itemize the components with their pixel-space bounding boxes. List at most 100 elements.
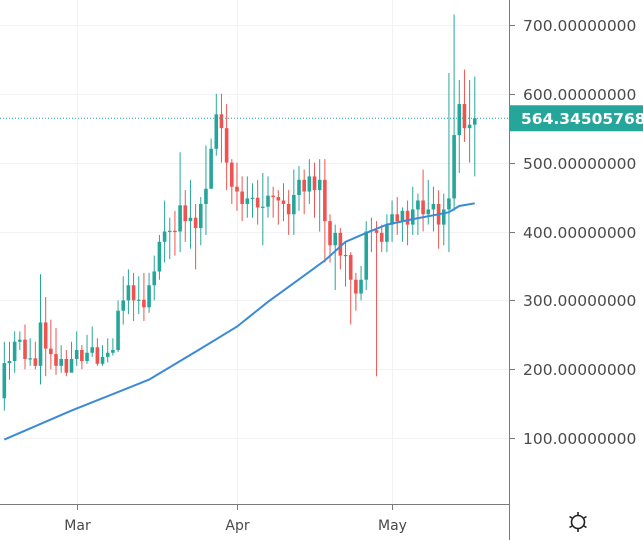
candle: [235, 162, 239, 211]
candle: [312, 162, 317, 218]
candle: [219, 93, 224, 163]
candle: [126, 269, 131, 315]
candle: [250, 183, 255, 218]
candle-body: [431, 203, 436, 210]
candle-body: [162, 231, 167, 242]
candle-body: [23, 339, 27, 359]
candle: [116, 300, 120, 353]
candle-body: [7, 361, 12, 364]
candle: [69, 341, 74, 373]
candle: [281, 183, 286, 222]
candle-body: [379, 232, 384, 242]
candle-body: [276, 197, 281, 201]
candle-body: [43, 322, 48, 349]
candle: [421, 169, 425, 232]
candle-body: [302, 179, 306, 192]
candle-body: [2, 363, 7, 399]
candle: [85, 334, 89, 364]
candle-body: [390, 214, 394, 225]
candle-body: [121, 300, 126, 311]
candle: [338, 228, 343, 270]
candle-body: [405, 210, 410, 225]
y-tick-label: 400.00000000: [523, 224, 636, 242]
candle: [400, 207, 405, 242]
candle-body: [173, 230, 177, 233]
grid: [0, 0, 509, 504]
candle: [38, 274, 43, 385]
candle-body: [333, 232, 337, 246]
candle-body: [136, 299, 141, 301]
candle: [390, 200, 394, 242]
candle-body: [28, 358, 32, 360]
candle: [131, 272, 136, 322]
candle-body: [395, 214, 400, 222]
candle: [224, 104, 229, 191]
candle: [7, 341, 12, 380]
candle-body: [193, 217, 198, 229]
candle-body: [80, 350, 84, 362]
candle-body: [261, 206, 265, 208]
candle: [359, 265, 363, 301]
candle-body: [343, 254, 348, 257]
candle-body: [54, 354, 58, 366]
candle-body: [472, 118, 477, 125]
candle-body: [286, 203, 291, 215]
candle: [142, 272, 146, 322]
candle: [467, 79, 472, 163]
candle: [410, 186, 415, 235]
moving-average-line: [3, 202, 475, 441]
candle-body: [292, 194, 296, 215]
candle-body: [74, 350, 79, 359]
candle: [297, 166, 301, 211]
candle: [188, 179, 193, 249]
candle-body: [147, 285, 151, 308]
gear-icon: [569, 512, 587, 532]
y-tick-label: 200.00000000: [523, 361, 636, 379]
candle-body: [64, 358, 69, 373]
candle-body: [111, 350, 115, 353]
settings-button[interactable]: [569, 512, 587, 532]
candle-body: [90, 347, 95, 353]
candle: [317, 159, 322, 232]
candle: [28, 338, 32, 366]
candle: [214, 93, 219, 156]
candle-body: [157, 241, 162, 272]
candle-body: [323, 179, 327, 222]
candle-body: [457, 104, 462, 136]
candle-body: [69, 358, 74, 373]
candle: [105, 338, 110, 363]
candle: [2, 341, 7, 411]
candle: [395, 197, 400, 235]
candle: [441, 193, 446, 246]
candle-body: [116, 310, 120, 351]
price-axis[interactable]: 100.00000000 200.00000000 300.00000000 400.…: [509, 17, 636, 448]
candle: [452, 14, 456, 211]
candle-body: [441, 209, 446, 225]
candle: [343, 241, 348, 287]
candle: [162, 200, 167, 263]
candle-body: [421, 200, 425, 215]
candle: [230, 159, 234, 204]
candle: [286, 190, 291, 235]
candle-body: [281, 200, 286, 204]
candle: [374, 221, 379, 377]
candle: [472, 76, 477, 177]
candle: [49, 319, 53, 370]
candle-body: [38, 322, 43, 366]
candle: [178, 152, 182, 253]
candle: [245, 176, 250, 218]
candle: [90, 326, 95, 357]
candle-body: [105, 352, 110, 357]
candle-body: [230, 162, 234, 187]
candle: [416, 193, 420, 235]
candle-body: [359, 279, 363, 294]
candle: [167, 217, 172, 260]
x-tick-label: Mar: [64, 518, 91, 534]
candle-body: [400, 210, 405, 222]
candle: [74, 331, 79, 366]
candle-body: [178, 205, 182, 232]
candle-body: [328, 221, 332, 246]
candle-body: [100, 356, 105, 364]
time-axis[interactable]: Mar Apr May: [64, 504, 407, 534]
